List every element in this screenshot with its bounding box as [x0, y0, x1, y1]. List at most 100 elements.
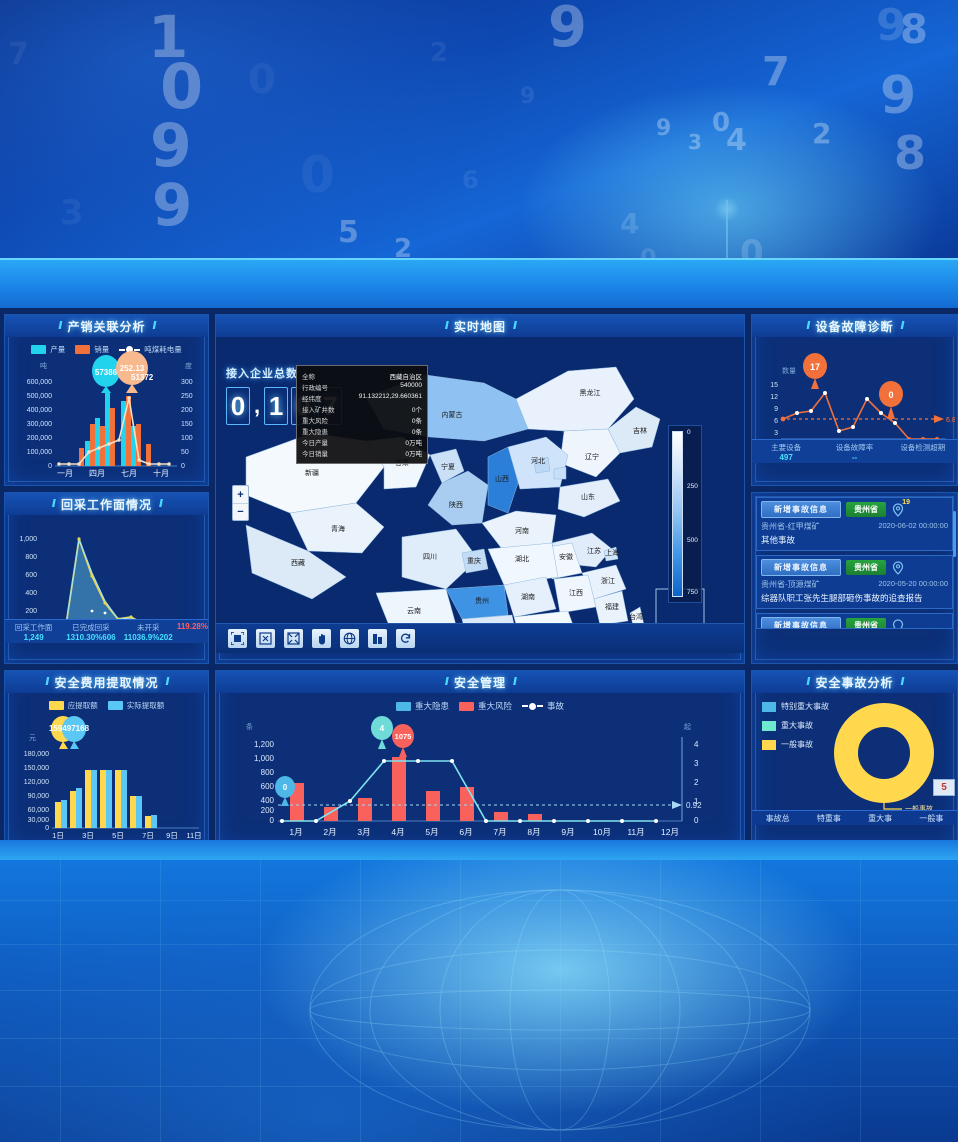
- tooltip-row: 重大隐患 0条: [302, 426, 422, 436]
- legend-item-major-risk[interactable]: 重大风险: [458, 700, 512, 712]
- stat-cell: 特重事: [803, 811, 854, 825]
- accident-card[interactable]: 新增事故信息 贵州省 贵州省-顶源煤矿 2020-05-20 00:00:00 …: [756, 555, 953, 609]
- svg-text:400,000: 400,000: [27, 407, 52, 414]
- fault-line: [782, 391, 937, 440]
- svg-text:0: 0: [181, 463, 185, 470]
- stat-value: 1310.30%606: [66, 633, 116, 642]
- legend-label: 重大隐患: [414, 701, 449, 711]
- svg-text:400: 400: [261, 796, 275, 805]
- legend-item-output[interactable]: 产量: [31, 344, 65, 355]
- tooltip-row: 全称 西藏自治区: [302, 371, 422, 381]
- province-shandong: [557, 478, 621, 518]
- hand-icon[interactable]: [312, 629, 331, 648]
- map-canvas[interactable]: 接入企业总数 0 , 1 0 7 + −: [216, 337, 744, 653]
- stat-cell: 事故总: [752, 811, 803, 825]
- panel-title: 产销关联分析: [67, 319, 146, 334]
- accident-points: [280, 759, 658, 823]
- svg-text:安徽: 安徽: [559, 552, 573, 561]
- legend-item-general[interactable]: 一般事故: [762, 739, 829, 750]
- legend-item-major-hazard[interactable]: 重大隐患: [395, 700, 449, 712]
- svg-text:江苏: 江苏: [587, 546, 601, 555]
- tooltip-row: 接入矿井数 0个: [302, 404, 422, 414]
- scrollbar-thumb[interactable]: [953, 511, 956, 557]
- stat-cell: 设备故障率 --: [820, 440, 888, 463]
- svg-text:2: 2: [694, 778, 699, 787]
- legend-line-marker: [119, 346, 141, 353]
- slash-decoration-left: //: [444, 320, 449, 332]
- legend-swatch-blue: [762, 701, 776, 712]
- svg-text:0: 0: [48, 463, 52, 470]
- map-toolbar[interactable]: [216, 623, 744, 653]
- refresh-icon[interactable]: [396, 629, 415, 648]
- svg-text:台湾: 台湾: [629, 612, 643, 621]
- svg-text:90,000: 90,000: [28, 793, 50, 800]
- svg-text:200,000: 200,000: [27, 435, 52, 442]
- stat-cell: 回采工作面 1,249: [5, 620, 62, 643]
- map-zoom-controls[interactable]: + −: [232, 485, 249, 521]
- zoom-in-button[interactable]: +: [237, 488, 244, 501]
- legend-item-major[interactable]: 重大事故: [762, 720, 829, 731]
- legend-item-extreme[interactable]: 特别重大事故: [762, 701, 829, 712]
- map-color-legend: 0 250 500 750: [668, 425, 702, 603]
- stat-label: 回采工作面: [14, 623, 53, 632]
- legend-label: 产量: [50, 345, 66, 354]
- power-points: [57, 396, 171, 466]
- legend-item-due[interactable]: 应提取额: [48, 700, 98, 711]
- panel-accident-analysis: // 安全事故分析 // 特别重大事故 重大事故: [751, 670, 958, 848]
- collapse-icon[interactable]: [284, 629, 303, 648]
- mining-face-stats: 回采工作面 1,249 已完成回采 1310.30%606 未开采 11036.…: [5, 619, 208, 643]
- stat-cell: 未开采 11036.9%202: [120, 620, 177, 643]
- bars-due: [55, 770, 151, 828]
- svg-text:3月: 3月: [357, 827, 370, 837]
- zoom-out-button[interactable]: −: [233, 503, 248, 520]
- digit-rain-decoration: 1 0 9 9 9 9 8 9 8 7 0 9 3 4 2 5 2 0 0 4 …: [8, 0, 928, 262]
- accident-analysis-stats: 事故总 特重事 重大事 一般事: [752, 810, 957, 825]
- axis-unit-left: 吨: [40, 361, 47, 370]
- expand-icon[interactable]: [256, 629, 275, 648]
- svg-text:贵州: 贵州: [475, 596, 489, 605]
- tooltip-row: 今日产量 0万吨: [302, 437, 422, 447]
- province-henan: [481, 510, 557, 550]
- new-accident-badge[interactable]: 新增事故信息: [761, 617, 841, 628]
- svg-text:11月: 11月: [627, 827, 644, 837]
- legend-tick: 0: [687, 429, 691, 436]
- marker-safety-fee-balloon: 159497168: [49, 715, 93, 755]
- panel-body: 重大隐患 重大风险 事故 条 起: [216, 693, 744, 840]
- globe-icon[interactable]: [340, 629, 359, 648]
- svg-text:新疆: 新疆: [305, 468, 319, 477]
- svg-text:0: 0: [694, 816, 699, 825]
- chart-icon[interactable]: [368, 629, 387, 648]
- select-icon[interactable]: [228, 629, 247, 648]
- x-axis-ticks: 一月 四月 七月 十月: [57, 468, 169, 478]
- legend-item-power[interactable]: 吨煤耗电量: [119, 344, 182, 355]
- new-accident-badge[interactable]: 新增事故信息: [761, 501, 841, 518]
- accident-card[interactable]: 新增事故信息 贵州省: [756, 613, 953, 629]
- svg-text:上海: 上海: [605, 548, 619, 557]
- panel-body: 特别重大事故 重大事故 一般事故: [752, 693, 957, 825]
- legend-item-sales[interactable]: 销量: [75, 344, 109, 355]
- legend-item-accident[interactable]: 事故: [522, 700, 564, 712]
- slash-decoration-right: //: [165, 676, 170, 688]
- axis-unit-left: 条: [246, 722, 253, 731]
- tooltip-key: 全称: [302, 374, 315, 381]
- stat-value: 11036.9%202: [123, 633, 173, 642]
- accident-card[interactable]: 新增事故信息 贵州省 19 贵州省-红甲煤矿 2020-06-02 00:00:…: [756, 497, 953, 551]
- svg-text:200: 200: [25, 608, 37, 615]
- svg-text:7日: 7日: [142, 831, 154, 840]
- svg-text:1,000: 1,000: [19, 536, 37, 543]
- svg-text:山东: 山东: [581, 492, 595, 501]
- middle-column: // 实时地图 // 接入企业总数 0 , 1 0 7: [215, 314, 745, 849]
- accident-date: 2020-05-20 00:00:00: [878, 579, 948, 588]
- x-axis-ticks: 1月 2月 3月 4月 5月 6月 7月 8月 9月 10月 11月 12月: [289, 827, 679, 837]
- stat-cell: 主要设备 497: [752, 440, 820, 463]
- donut-callout-line: [883, 791, 902, 810]
- accident-donut-chart: 一般事故: [834, 703, 934, 813]
- new-accident-badge[interactable]: 新增事故信息: [761, 559, 841, 576]
- marker-value: 0: [283, 783, 288, 792]
- province-shaanxi: [427, 470, 489, 526]
- legend-item-actual[interactable]: 实际提取额: [107, 700, 164, 711]
- status-badge[interactable]: 5: [933, 779, 955, 796]
- donut-legend: 特别重大事故 重大事故 一般事故: [762, 701, 829, 750]
- stat-label: 已完成回采: [72, 623, 110, 632]
- panel-accident-list[interactable]: 新增事故信息 贵州省 19 贵州省-红甲煤矿 2020-06-02 00:00:…: [751, 492, 958, 664]
